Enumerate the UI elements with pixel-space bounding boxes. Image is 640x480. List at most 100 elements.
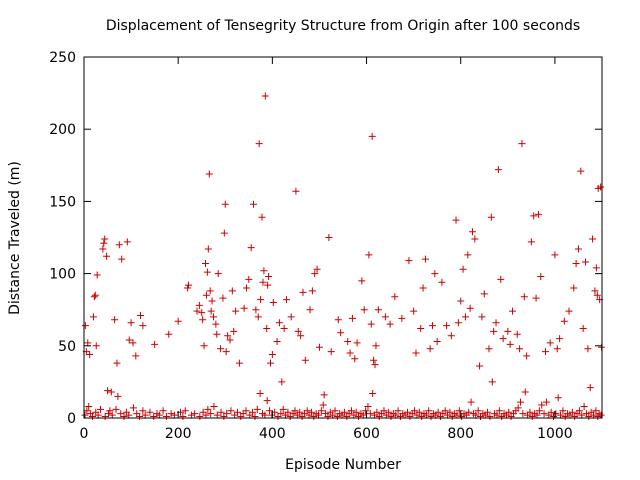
data-point — [86, 350, 94, 358]
data-point — [372, 342, 380, 350]
data-point — [146, 408, 154, 416]
data-point — [214, 270, 222, 278]
data-point — [537, 272, 545, 280]
data-point — [538, 401, 546, 409]
data-point — [410, 307, 418, 315]
data-point — [518, 140, 526, 148]
data-point — [485, 345, 493, 353]
x-tick-label: 1000 — [537, 426, 573, 442]
data-point — [509, 307, 517, 315]
data-point — [315, 343, 323, 351]
data-point — [579, 324, 587, 332]
data-point — [81, 411, 89, 419]
data-point — [317, 407, 325, 415]
data-point — [494, 166, 502, 174]
data-point — [255, 140, 263, 148]
data-point — [278, 378, 286, 386]
x-tick-label: 0 — [80, 426, 89, 442]
data-point — [198, 309, 206, 317]
data-point — [577, 167, 585, 175]
data-point — [205, 170, 213, 178]
data-point — [360, 306, 368, 314]
data-point — [547, 408, 555, 416]
data-point — [249, 408, 257, 416]
chart-title: Displacement of Tensegrity Structure fro… — [105, 18, 581, 34]
data-point — [471, 235, 479, 243]
data-point — [213, 330, 221, 338]
data-point — [428, 322, 436, 330]
data-point — [391, 293, 399, 301]
data-point — [392, 411, 400, 419]
data-point — [263, 397, 271, 405]
data-point — [506, 340, 514, 348]
data-point — [530, 212, 538, 220]
data-point — [207, 410, 215, 418]
data-point — [261, 92, 269, 100]
data-point — [257, 296, 265, 304]
data-point — [118, 255, 126, 263]
data-point — [324, 413, 332, 421]
data-point — [329, 411, 337, 419]
data-point — [337, 329, 345, 337]
data-point — [84, 339, 92, 347]
data-point — [259, 278, 267, 286]
data-point — [365, 251, 373, 259]
data-point — [465, 408, 473, 416]
data-point — [457, 297, 465, 305]
data-point — [592, 264, 600, 272]
data-point — [358, 277, 366, 285]
data-point — [101, 413, 109, 421]
data-point — [374, 306, 382, 314]
data-point — [150, 413, 158, 421]
data-point — [553, 345, 561, 353]
data-point — [582, 258, 590, 266]
data-point — [370, 356, 378, 364]
data-point — [535, 407, 543, 415]
data-point — [488, 378, 496, 386]
data-point — [217, 345, 225, 353]
data-point — [431, 270, 439, 278]
data-point — [210, 313, 217, 321]
data-point — [526, 408, 534, 416]
data-point — [250, 200, 258, 208]
data-point — [369, 389, 377, 397]
data-point — [534, 210, 542, 218]
data-point — [557, 411, 565, 419]
data-point — [320, 391, 328, 399]
data-point — [227, 407, 235, 415]
data-point — [480, 290, 488, 298]
data-point — [412, 349, 420, 357]
data-point — [200, 342, 208, 350]
data-point — [346, 349, 354, 357]
data-point — [291, 407, 299, 415]
data-point — [523, 352, 531, 360]
data-point — [273, 337, 281, 345]
data-point — [226, 336, 234, 344]
data-point — [266, 359, 274, 367]
data-point — [593, 291, 601, 299]
data-point — [228, 287, 236, 295]
data-point — [120, 413, 128, 421]
data-point — [597, 183, 605, 191]
data-point — [490, 327, 498, 335]
data-point — [170, 411, 178, 419]
data-point — [540, 410, 548, 418]
data-point — [556, 335, 564, 343]
data-point — [266, 407, 274, 415]
data-point — [438, 278, 446, 286]
data-point — [129, 339, 137, 347]
data-point — [404, 408, 412, 416]
data-point — [256, 389, 264, 397]
data-point — [572, 259, 580, 267]
data-point — [419, 284, 427, 292]
data-point — [591, 287, 599, 295]
data-point — [151, 340, 159, 348]
data-point — [223, 410, 231, 418]
data-point — [114, 392, 122, 400]
data-point — [230, 327, 238, 335]
data-point — [368, 132, 376, 140]
data-point — [111, 316, 119, 324]
data-point — [106, 407, 114, 415]
data-point — [575, 407, 583, 415]
data-point — [447, 332, 455, 340]
